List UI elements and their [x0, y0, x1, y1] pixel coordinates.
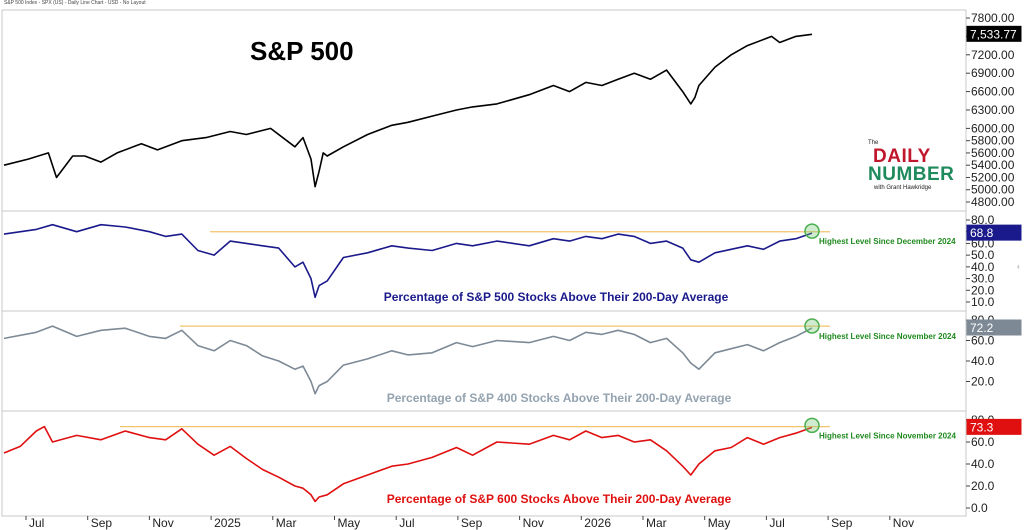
last-value-label-pct500: 68.8: [970, 226, 994, 240]
y-tick-label-spx: 6900.00: [971, 66, 1015, 80]
x-tick-label: Sep: [91, 516, 113, 530]
x-tick-label: Sep: [461, 516, 483, 530]
x-tick-label: Mar: [276, 516, 297, 530]
logo-daily-text: DAILY: [873, 146, 931, 167]
last-value-box-spx: [966, 25, 1022, 42]
y-tick-label-pct600: 0.0: [971, 501, 988, 515]
y-tick-label-spx: 6300.00: [971, 103, 1015, 117]
y-tick-label-spx: 5200.00: [971, 170, 1015, 184]
y-tick-label-pct500: 10.0: [971, 295, 995, 309]
chevron-left-icon[interactable]: ‹: [1017, 262, 1020, 271]
y-tick-label-spx: 6000.00: [971, 121, 1015, 135]
panel-title-spx: S&P 500: [250, 36, 354, 66]
y-tick-label-pct500: 20.0: [971, 283, 995, 297]
logo-byline-text: with Grant Hawkridge: [874, 185, 932, 191]
x-tick-label: May: [708, 516, 731, 530]
daily-number-logo: The DAILY NUMBER with Grant Hawkridge: [868, 140, 968, 196]
last-value-box-pct500: [966, 224, 1022, 241]
x-tick-label: 2025: [214, 516, 241, 530]
logo-number-text: NUMBER: [868, 164, 955, 185]
x-tick-label: Jul: [769, 516, 784, 530]
y-tick-label-pct500: 40.0: [971, 260, 995, 274]
y-tick-label-spx: 5800.00: [971, 134, 1015, 148]
last-value-box-pct400: [966, 319, 1022, 336]
y-tick-label-pct600: 60.0: [971, 435, 995, 449]
y-tick-label-pct500: 50.0: [971, 248, 995, 262]
x-tick-label: Nov: [152, 516, 173, 530]
y-tick-label-pct500: 30.0: [971, 272, 995, 286]
y-tick-label-pct600: 40.0: [971, 457, 995, 471]
y-tick-label-spx: 5400.00: [971, 158, 1015, 172]
y-tick-label-spx: 7800.00: [971, 11, 1015, 25]
highlight-circle-pct600: [804, 417, 820, 434]
panel-title-pct600: Percentage of S&P 600 Stocks Above Their…: [387, 492, 732, 506]
y-tick-label-pct500: 80.0: [971, 213, 995, 227]
x-tick-label: May: [338, 516, 361, 530]
x-tick-label: Nov: [523, 516, 544, 530]
x-tick-label: Mar: [646, 516, 667, 530]
x-tick-label: Sep: [831, 516, 853, 530]
last-value-label-pct600: 73.3: [970, 420, 994, 434]
chart-frame: [1, 9, 967, 517]
y-tick-label-pct400: 60.0: [971, 334, 995, 348]
panel-title-pct500: Percentage of S&P 500 Stocks Above Their…: [384, 290, 729, 304]
y-tick-label-spx: 5000.00: [971, 183, 1015, 197]
series-line-pct500: [3, 223, 813, 299]
panel-title-pct400: Percentage of S&P 400 Stocks Above Their…: [387, 391, 732, 405]
series-line-pct600: [3, 425, 813, 503]
annotation-pct600: Highest Level Since November 2024: [819, 431, 957, 440]
annotation-pct400: Highest Level Since November 2024: [819, 332, 957, 341]
x-tick-label: Jul: [29, 516, 44, 530]
x-tick-label: Nov: [893, 516, 914, 530]
y-tick-label-pct400: 20.0: [971, 375, 995, 389]
y-tick-label-pct400: 40.0: [971, 354, 995, 368]
last-value-label-pct400: 72.2: [970, 321, 994, 335]
y-tick-label-spx: 7200.00: [971, 48, 1015, 62]
x-tick-label: Jul: [399, 516, 414, 530]
series-line-spx: [3, 33, 813, 188]
highlight-circle-pct500: [804, 223, 820, 239]
y-tick-label-pct600: 20.0: [971, 479, 995, 493]
chart-header-text: S&P 500 Index - SPX (US) - Daily Line Ch…: [4, 0, 146, 6]
y-tick-label-spx: 6600.00: [971, 85, 1015, 99]
y-tick-label-spx: 5600.00: [971, 146, 1015, 160]
series-line-pct400: [3, 325, 813, 395]
y-tick-label-spx: 4800.00: [971, 195, 1015, 209]
logo-the-text: The: [868, 140, 879, 146]
last-value-box-pct600: [966, 418, 1022, 435]
last-value-label-spx: 7,533.77: [970, 27, 1017, 41]
annotation-pct500: Highest Level Since December 2024: [819, 237, 956, 246]
x-tick-label: 2026: [584, 516, 611, 530]
highlight-circle-pct400: [804, 318, 820, 334]
